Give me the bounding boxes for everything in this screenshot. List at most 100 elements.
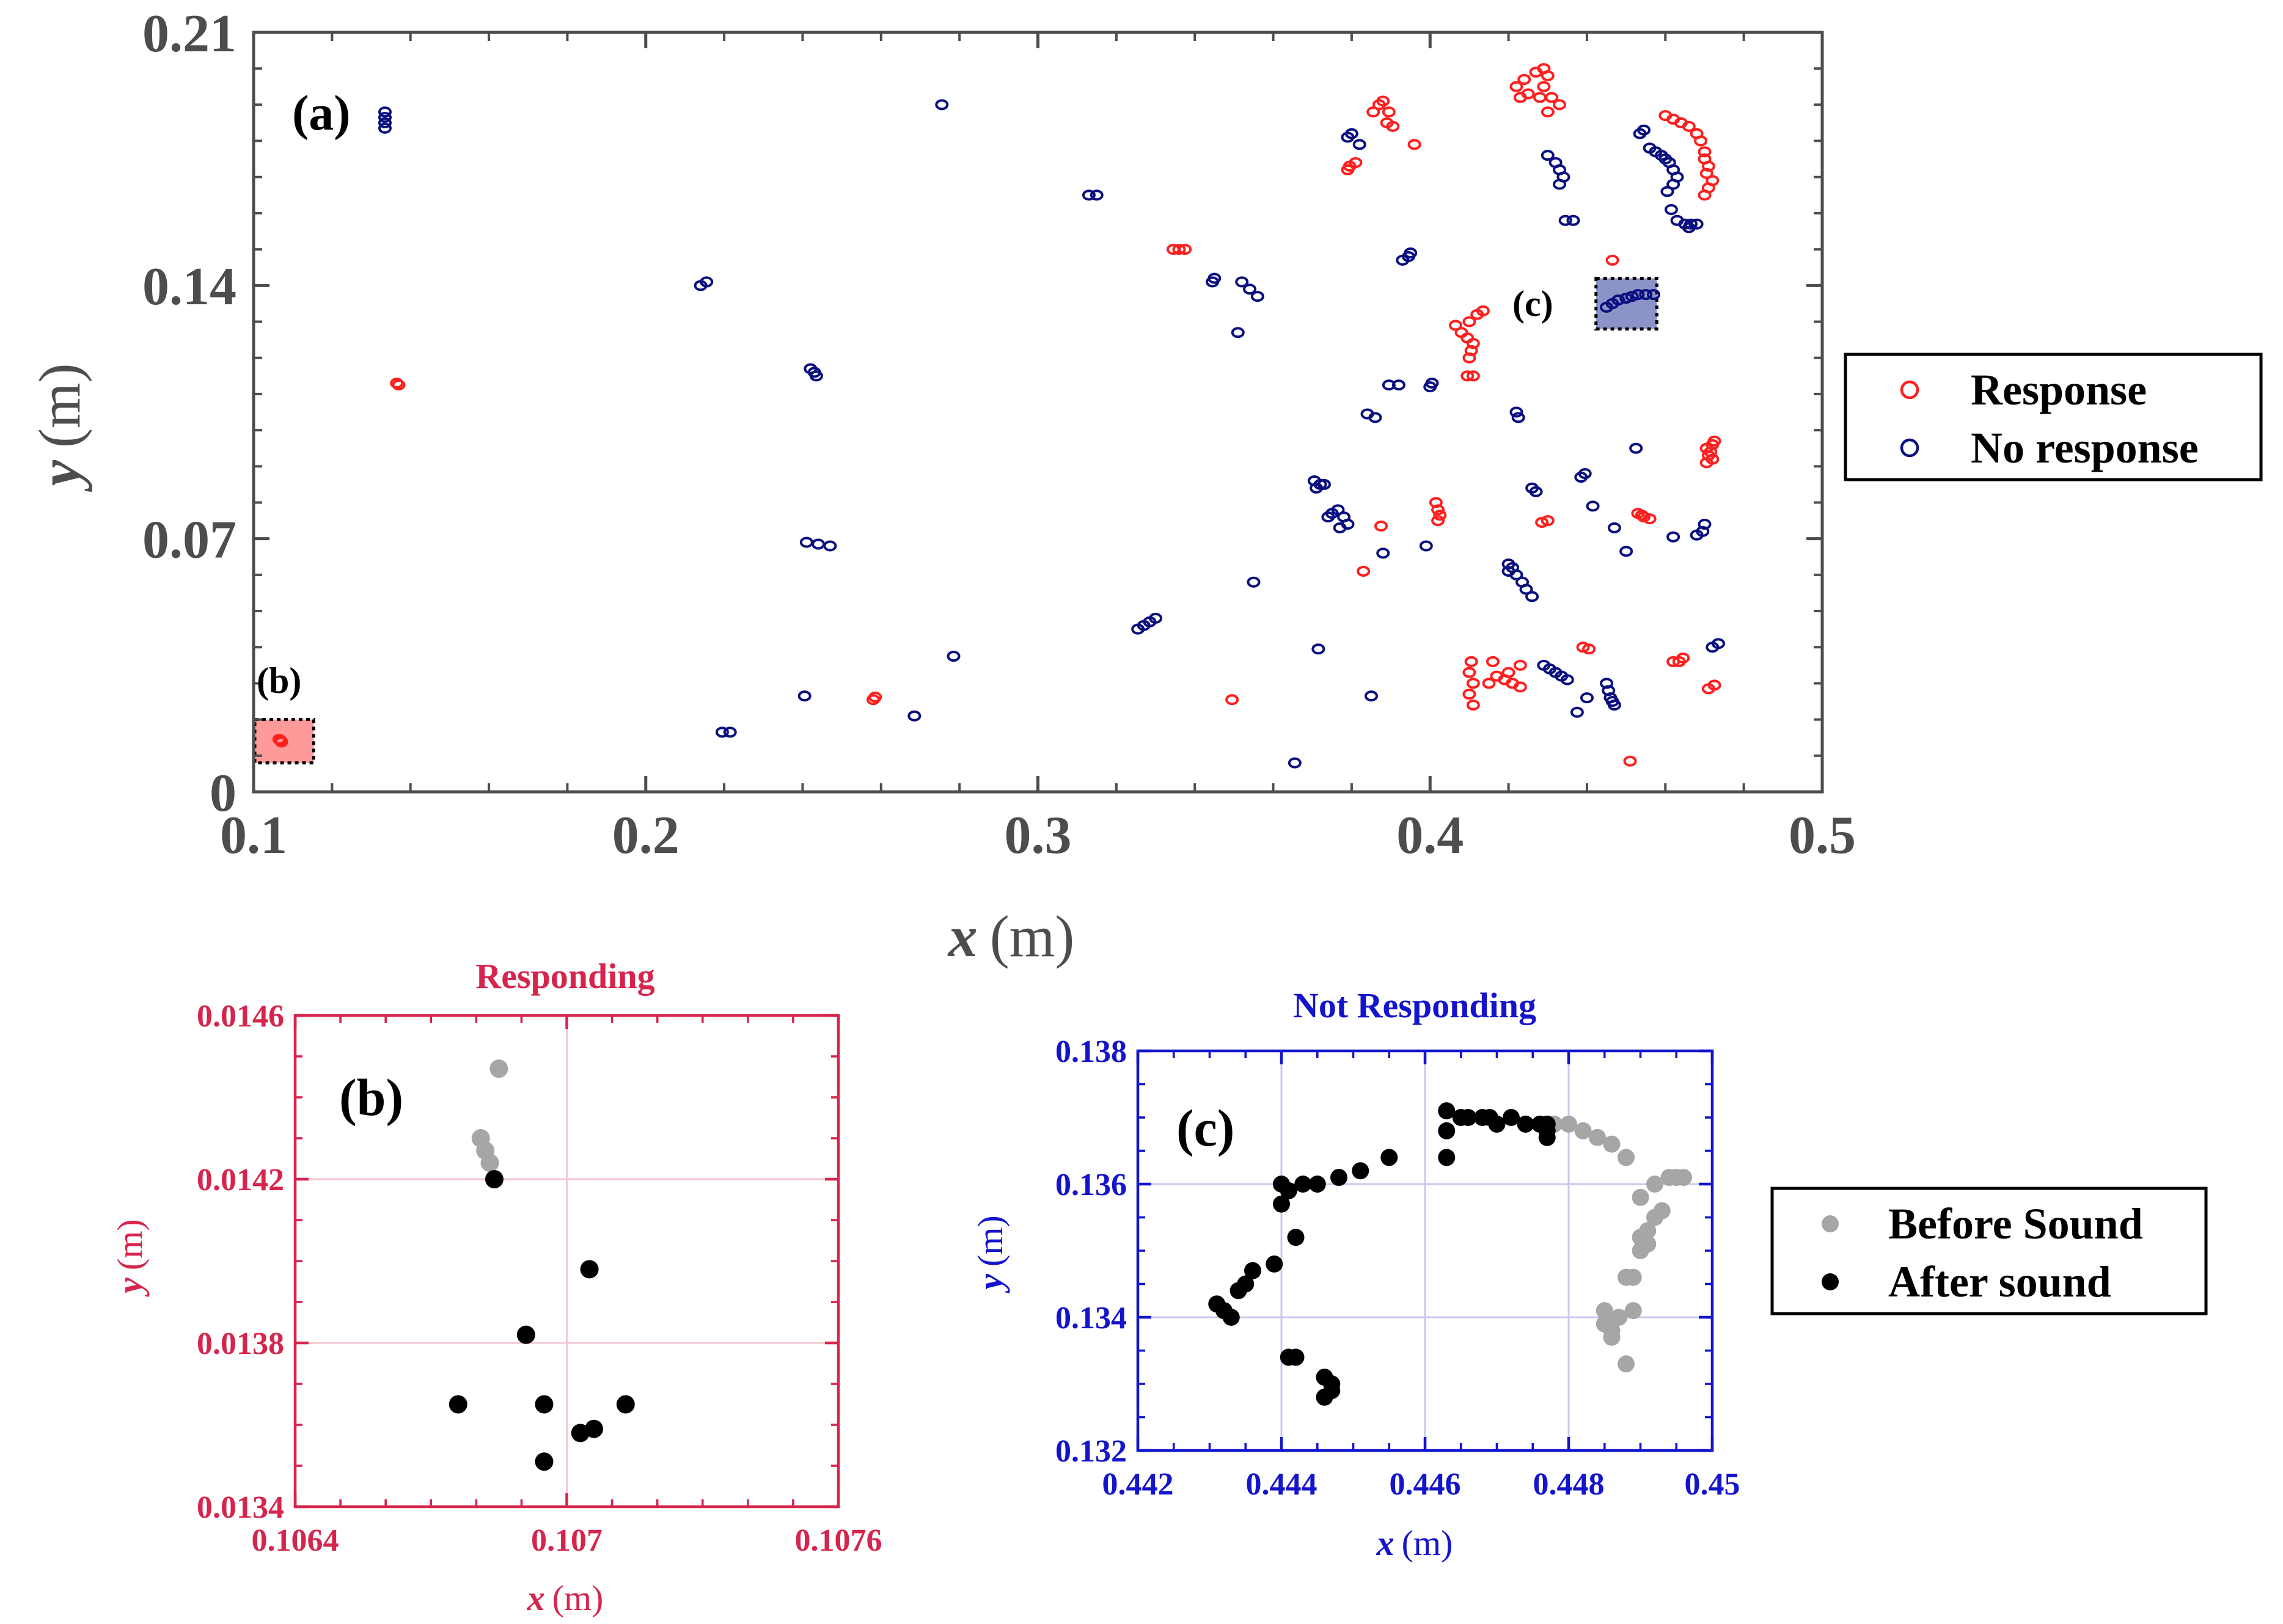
legend-before-label: Before Sound bbox=[1888, 1199, 2143, 1248]
no-response-marker bbox=[1629, 442, 1643, 454]
response-marker bbox=[1509, 81, 1523, 92]
response-marker bbox=[1699, 167, 1713, 179]
after-sound-point bbox=[1438, 1122, 1456, 1139]
no-response-marker bbox=[1529, 486, 1543, 497]
b-x-tick-label: 0.1076 bbox=[795, 1523, 882, 1558]
response-marker bbox=[866, 694, 880, 706]
response-marker bbox=[1676, 652, 1690, 664]
response-marker bbox=[1225, 694, 1239, 706]
panel-a-xlabel-var: x bbox=[947, 904, 978, 969]
panel-c: Not Responding 0.442 0.444 0.446 0.448 0.450… bbox=[970, 986, 2208, 1563]
a-x-tick-label: 0.1 bbox=[220, 806, 287, 865]
no-response-marker bbox=[1511, 412, 1525, 423]
response-marker bbox=[1462, 689, 1476, 700]
response-marker bbox=[1382, 106, 1396, 118]
response-marker bbox=[1513, 659, 1527, 671]
inset-c-label: (c) bbox=[1512, 283, 1553, 324]
no-response-marker bbox=[715, 726, 729, 738]
c-y-tick-label: 0.134 bbox=[1055, 1301, 1127, 1336]
response-marker bbox=[274, 736, 288, 748]
no-response-marker bbox=[1288, 757, 1302, 769]
no-response-marker bbox=[1570, 706, 1584, 718]
after-sound-point bbox=[584, 1419, 603, 1438]
no-response-marker bbox=[1425, 378, 1439, 389]
no-response-marker bbox=[1541, 150, 1555, 161]
after-sound-point bbox=[535, 1452, 554, 1471]
before-sound-point bbox=[1675, 1169, 1692, 1187]
after-sound-point bbox=[616, 1395, 635, 1414]
a-y-tick-label: 0.21 bbox=[142, 4, 236, 64]
response-marker bbox=[1513, 681, 1527, 693]
panel-c-markers bbox=[1208, 1102, 1692, 1406]
legend-response-label: Response bbox=[1971, 365, 2147, 414]
after-sound-point bbox=[449, 1395, 467, 1414]
c-x-tick-label: 0.442 bbox=[1102, 1467, 1174, 1502]
response-marker bbox=[1513, 92, 1527, 103]
panel-b-tick-labels: 0.1064 0.107 0.1076 0.0134 0.0138 0.0142 0.014… bbox=[197, 999, 882, 1558]
no-response-marker bbox=[1664, 204, 1678, 216]
after-sound-point bbox=[1459, 1109, 1477, 1126]
panel-a-ylabel: y (m) bbox=[27, 363, 92, 492]
response-marker bbox=[1366, 106, 1380, 118]
response-marker bbox=[1541, 70, 1555, 82]
response-marker bbox=[1466, 699, 1480, 711]
after-sound-point bbox=[1237, 1275, 1255, 1293]
panel-a-ylabel-var: y bbox=[27, 460, 92, 492]
no-response-marker bbox=[378, 106, 392, 118]
no-response-marker bbox=[1631, 289, 1645, 301]
before-sound-point bbox=[1596, 1315, 1613, 1333]
response-marker bbox=[1541, 106, 1555, 118]
legend-after-label: After sound bbox=[1888, 1257, 2111, 1306]
panel-c-axes bbox=[1136, 1049, 1714, 1452]
response-marker bbox=[1433, 510, 1447, 521]
before-sound-point bbox=[1610, 1309, 1628, 1326]
c-y-tick-label: 0.132 bbox=[1055, 1434, 1127, 1469]
no-response-marker bbox=[1611, 294, 1625, 306]
panel-a-xlabel-unit: (m) bbox=[990, 904, 1075, 969]
response-marker bbox=[1537, 81, 1551, 92]
before-sound-point bbox=[1618, 1268, 1635, 1286]
panel-c-ylabel-var: y bbox=[970, 1274, 1010, 1293]
response-marker bbox=[1431, 515, 1445, 527]
no-response-marker bbox=[907, 710, 922, 722]
response-marker bbox=[1635, 510, 1649, 521]
no-response-marker bbox=[1331, 504, 1345, 516]
no-response-marker bbox=[1586, 500, 1600, 512]
response-marker bbox=[1460, 370, 1475, 382]
c-y-tick-label: 0.136 bbox=[1055, 1168, 1127, 1202]
no-response-marker bbox=[799, 536, 813, 548]
legend-box bbox=[1770, 1187, 2208, 1315]
no-response-marker bbox=[947, 651, 961, 662]
no-response-marker bbox=[378, 112, 392, 123]
panel-b-ylabel-var: y bbox=[110, 1278, 150, 1297]
b-y-tick-label: 0.0138 bbox=[197, 1326, 284, 1361]
c-x-tick-label: 0.446 bbox=[1390, 1467, 1461, 1502]
before-sound-point bbox=[1596, 1302, 1613, 1320]
panel-a-label: (a) bbox=[292, 85, 351, 141]
no-response-marker bbox=[1376, 547, 1390, 559]
response-marker bbox=[1486, 656, 1500, 667]
after-sound-point bbox=[580, 1260, 599, 1279]
after-sound-point bbox=[1287, 1348, 1305, 1366]
response-marker bbox=[1582, 643, 1596, 655]
no-response-marker bbox=[1235, 276, 1249, 288]
after-sound-point bbox=[1287, 1229, 1305, 1246]
panel-c-legend: Before Sound After sound bbox=[1770, 1187, 2208, 1315]
no-response-marker bbox=[823, 540, 837, 552]
no-response-marker bbox=[1580, 692, 1594, 704]
response-marker bbox=[1623, 755, 1637, 767]
no-response-marker bbox=[378, 122, 392, 134]
c-x-tick-label: 0.448 bbox=[1533, 1467, 1605, 1502]
after-sound-point bbox=[1244, 1262, 1261, 1279]
no-response-marker bbox=[1553, 178, 1567, 190]
no-response-marker bbox=[1404, 247, 1418, 259]
no-response-marker bbox=[935, 99, 949, 111]
no-response-marker bbox=[1247, 576, 1261, 588]
response-marker bbox=[1407, 139, 1421, 150]
panel-c-xlabel-unit: (m) bbox=[1402, 1523, 1453, 1563]
after-sound-point bbox=[1488, 1115, 1506, 1133]
before-sound-point bbox=[1618, 1355, 1635, 1373]
no-response-marker bbox=[1578, 468, 1592, 480]
no-response-marker bbox=[1509, 406, 1523, 418]
no-response-marker bbox=[1391, 379, 1405, 391]
